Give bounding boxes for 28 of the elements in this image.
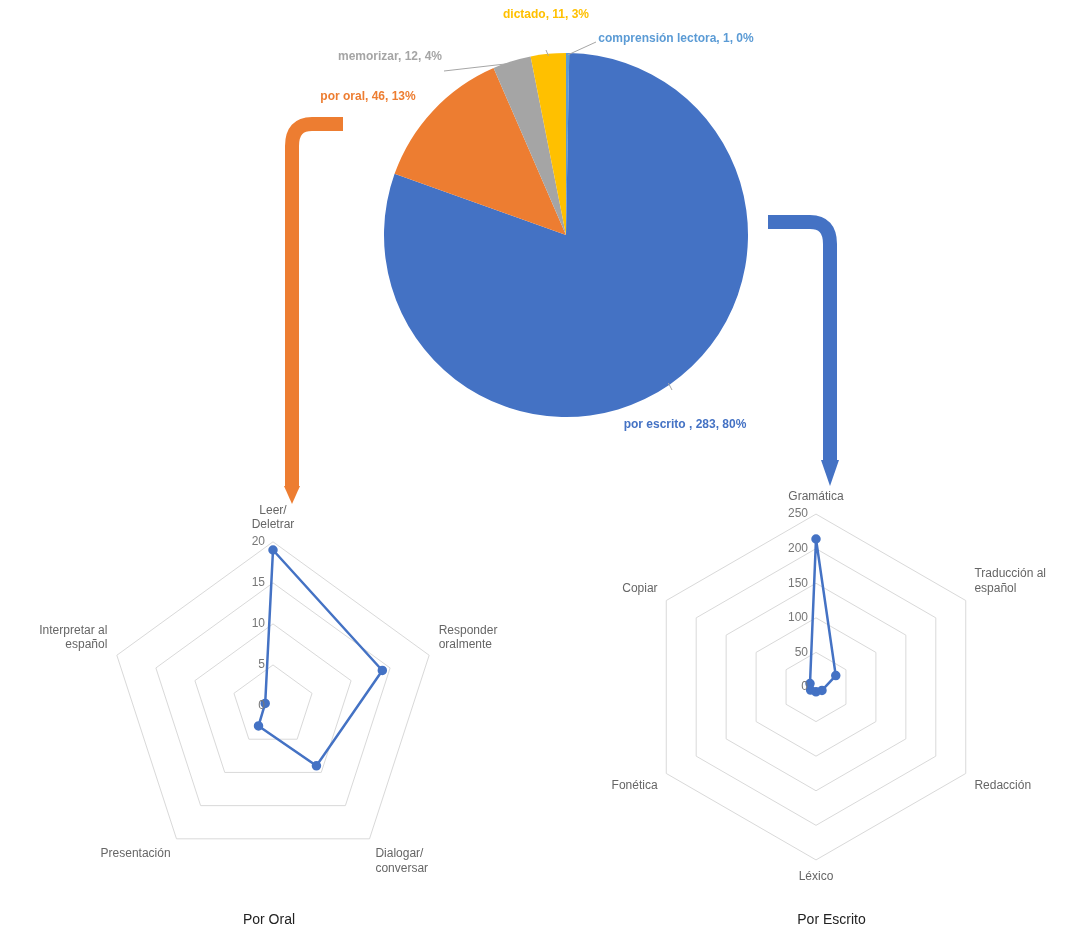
spoke-label: Interpretar al español	[39, 622, 108, 652]
y-tick-label: 200	[787, 540, 809, 555]
text: Por Escrito	[797, 911, 866, 928]
y-tick-label: 250	[787, 506, 809, 521]
spoke-label: Copiar	[622, 580, 658, 595]
spoke-label: Fonética	[611, 777, 658, 792]
y-tick-label: 100	[787, 610, 809, 625]
y-tick-label: 10	[251, 616, 266, 631]
spoke-label: Traducción al español	[974, 566, 1046, 595]
spoke-label: Responder oralmente	[438, 622, 498, 652]
spoke-label: Gramática	[788, 489, 844, 504]
y-tick-label: 0	[258, 698, 266, 713]
spoke-label: Léxico	[798, 869, 834, 884]
slice-label: dictado, 11, 3%	[502, 7, 590, 22]
spoke-label: Leer/Deletrar	[251, 502, 295, 531]
slice-label: comprensión lectora, 1, 0%	[598, 31, 755, 46]
text: Por Oral	[242, 911, 296, 928]
y-tick-label: 15	[251, 575, 266, 590]
spoke-label: Dialogar/conversar	[375, 846, 429, 875]
y-tick-label: 150	[787, 575, 809, 590]
spoke-label: Redacción	[974, 777, 1032, 792]
spoke-label: Presentación	[100, 846, 171, 861]
y-tick-label: 20	[251, 534, 266, 549]
slice-label: por oral, 46, 13%	[320, 89, 417, 104]
slice-label: memorizar, 12, 4%	[337, 49, 443, 64]
slice-label: por escrito , 283, 80%	[623, 417, 747, 432]
y-tick-label: 5	[258, 657, 266, 672]
y-tick-label: 50	[794, 644, 809, 659]
